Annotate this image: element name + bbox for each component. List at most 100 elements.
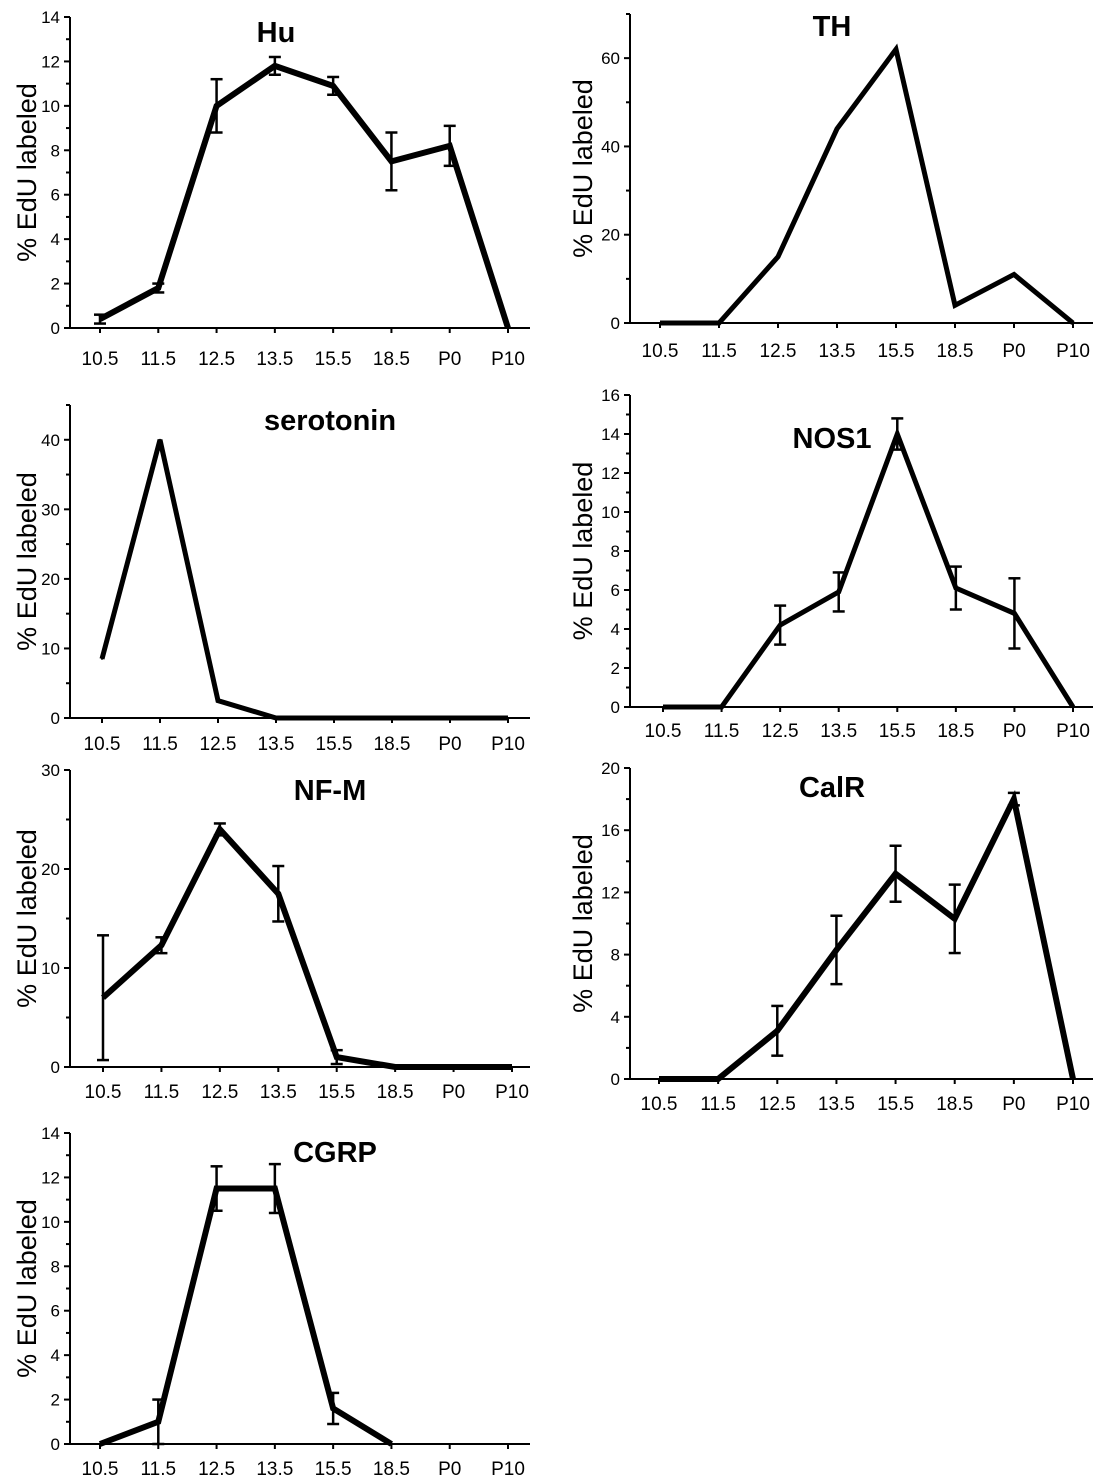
data-point	[717, 1078, 720, 1080]
x-tick-label: 18.5	[936, 1094, 973, 1115]
x-tick-label: 18.5	[937, 721, 974, 742]
data-point	[452, 1066, 455, 1068]
chart-title: Hu	[257, 17, 296, 49]
x-tick-label: 11.5	[704, 721, 740, 742]
x-tick-label: P10	[1056, 1094, 1090, 1115]
chart-panel-nos1: 0 2 4 6 8 10 12 14 16 10.5 11.5 12.5 13.5 15.5 18.5 P0 P…	[568, 386, 1093, 742]
y-tick-label: 0	[51, 709, 60, 728]
y-axis-label: % EdU labeled	[12, 1199, 42, 1378]
x-tick-label: 10.5	[82, 1459, 119, 1475]
x-tick-label: 12.5	[198, 1459, 235, 1475]
data-point	[1072, 1078, 1074, 1080]
y-tick-label: 20	[601, 226, 620, 245]
x-tick-label: 18.5	[373, 349, 410, 370]
y-tick-label: 8	[51, 141, 60, 160]
chart-panel-calr: 0 4 8 12 16 20 10.5 11.5 12.5 13.5 15.5 18.5 P0 P10 Ca…	[568, 759, 1093, 1115]
y-tick-label: 10	[41, 1213, 60, 1232]
data-point	[511, 1066, 513, 1068]
x-tick-label: P10	[491, 734, 525, 755]
y-axis-label: % EdU labeled	[568, 79, 598, 258]
y-tick-label: 16	[601, 821, 620, 840]
series-line	[660, 43, 1075, 326]
y-tick-label: 0	[51, 1058, 60, 1077]
y-tick-label: 10	[41, 639, 60, 658]
chart-panel-serotonin: 0 10 20 30 40 10.5 11.5 12.5 13.5 15.5 18.5 P0 P10 se…	[12, 404, 530, 755]
y-tick-label: 14	[41, 8, 60, 27]
data-point	[720, 706, 723, 708]
series-line	[659, 790, 1076, 1082]
data-point	[275, 717, 277, 719]
x-tick-label: 15.5	[879, 721, 916, 742]
x-tick-label: 13.5	[256, 1459, 293, 1475]
x-tick-label: 11.5	[700, 1094, 736, 1115]
y-tick-label: 12	[601, 464, 620, 483]
data-point	[718, 322, 720, 324]
x-tick-label: 18.5	[373, 1459, 410, 1475]
x-tick-label: 10.5	[642, 341, 679, 362]
x-tick-label: 12.5	[762, 721, 799, 742]
y-tick-label: 6	[51, 1302, 60, 1321]
y-tick-label: 0	[51, 1435, 60, 1454]
y-tick-label: 0	[611, 1070, 620, 1089]
y-tick-label: 20	[601, 759, 620, 778]
y-axis-label: % EdU labeled	[12, 472, 42, 651]
data-point	[394, 1066, 397, 1068]
y-tick-label: 0	[51, 319, 60, 338]
y-tick-label: 2	[611, 659, 620, 678]
y-tick-label: 0	[611, 314, 620, 333]
x-tick-label: 13.5	[258, 734, 295, 755]
y-tick-label: 14	[41, 1124, 60, 1143]
chart-title: CalR	[799, 772, 865, 804]
y-tick-label: 2	[51, 1391, 60, 1410]
x-tick-label: P10	[491, 349, 525, 370]
y-tick-label: 4	[51, 230, 60, 249]
data-point	[662, 706, 664, 708]
y-tick-label: 4	[611, 620, 620, 639]
y-tick-label: 8	[611, 946, 620, 965]
chart-title: TH	[813, 11, 852, 43]
chart-title: NOS1	[793, 423, 872, 455]
y-tick-label: 8	[51, 1257, 60, 1276]
y-tick-label: 12	[41, 52, 60, 71]
data-point	[449, 717, 451, 719]
x-tick-label: P0	[1003, 721, 1026, 742]
x-tick-label: P10	[1056, 721, 1090, 742]
chart-title: CGRP	[293, 1137, 377, 1169]
x-tick-label: 15.5	[318, 1082, 355, 1103]
series-line	[99, 439, 508, 721]
y-tick-label: 30	[41, 500, 60, 519]
x-tick-label: 15.5	[877, 1094, 914, 1115]
x-tick-label: 11.5	[701, 341, 737, 362]
data-point	[390, 1443, 393, 1445]
x-tick-label: P0	[1002, 1094, 1025, 1115]
data-point	[1072, 706, 1074, 708]
x-tick-label: 12.5	[201, 1082, 238, 1103]
y-tick-label: 40	[601, 137, 620, 156]
x-tick-label: 11.5	[140, 349, 176, 370]
x-tick-label: 10.5	[82, 349, 119, 370]
data-point	[836, 127, 838, 130]
chart-title: serotonin	[264, 405, 396, 437]
x-tick-label: 10.5	[645, 721, 682, 742]
x-tick-label: 15.5	[316, 734, 353, 755]
y-axis-label: % EdU labeled	[12, 829, 42, 1008]
x-tick-label: P10	[1056, 341, 1090, 362]
data-point	[777, 255, 779, 258]
x-tick-label: 13.5	[256, 349, 293, 370]
x-tick-label: P10	[495, 1082, 529, 1103]
y-tick-label: 40	[41, 431, 60, 450]
x-tick-label: 15.5	[878, 341, 915, 362]
y-tick-label: 6	[51, 186, 60, 205]
x-tick-label: 12.5	[198, 349, 235, 370]
data-point	[1013, 273, 1015, 276]
y-tick-label: 12	[601, 883, 620, 902]
x-tick-label: 13.5	[820, 721, 857, 742]
x-tick-label: 18.5	[377, 1082, 414, 1103]
x-tick-label: P0	[438, 349, 461, 370]
x-tick-label: P0	[1002, 341, 1025, 362]
y-tick-label: 30	[41, 761, 60, 780]
y-tick-label: 10	[41, 97, 60, 116]
data-point	[391, 717, 393, 719]
y-tick-label: 20	[41, 570, 60, 589]
series-line	[663, 426, 1076, 710]
